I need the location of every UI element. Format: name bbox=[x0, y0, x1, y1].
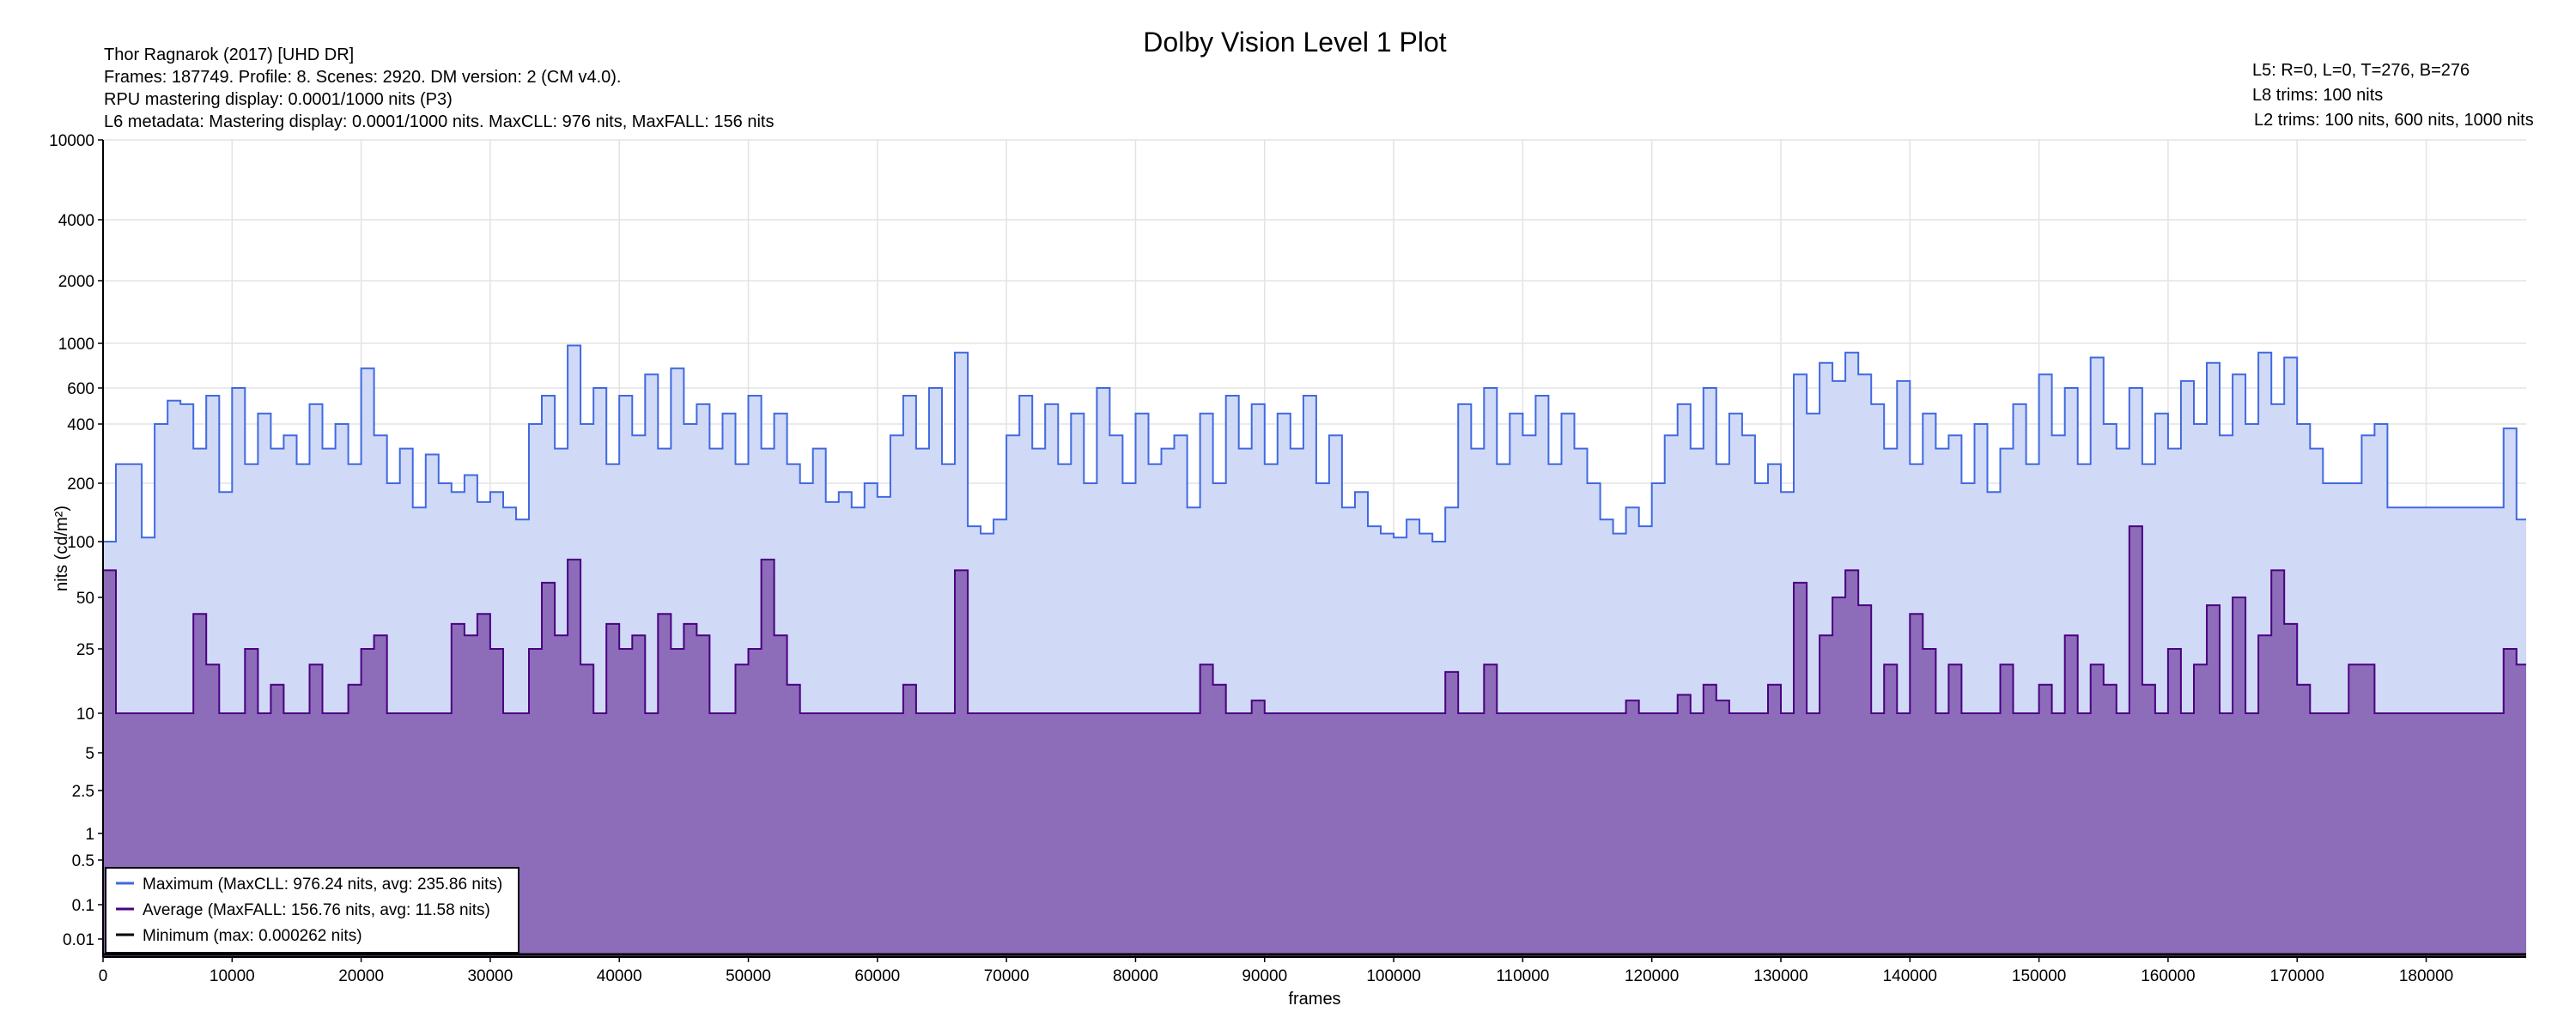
y-tick-label: 600 bbox=[67, 380, 94, 398]
max-series-line bbox=[103, 344, 2526, 542]
legend-label-avg: Average (MaxFALL: 156.76 nits, avg: 11.5… bbox=[143, 901, 490, 919]
x-tick-label: 10000 bbox=[210, 967, 255, 985]
x-tick-label: 120000 bbox=[1625, 967, 1679, 985]
legend-box bbox=[105, 867, 519, 954]
y-tick-label: 5 bbox=[85, 745, 94, 763]
x-tick-label: 60000 bbox=[854, 967, 900, 985]
x-tick-label: 40000 bbox=[597, 967, 642, 985]
series-layer bbox=[103, 344, 2526, 957]
info-right: L5: R=0, L=0, T=276, B=276 L8 trims: 100… bbox=[2252, 61, 2534, 130]
y-tick-label: 0.5 bbox=[72, 852, 94, 870]
x-tick-label: 30000 bbox=[467, 967, 513, 985]
y-tick-label: 200 bbox=[67, 476, 94, 494]
x-tick-label: 70000 bbox=[984, 967, 1030, 985]
x-tick-label: 150000 bbox=[2012, 967, 2066, 985]
info-l2-trims: L2 trims: 100 nits, 600 nits, 1000 nits bbox=[2254, 111, 2534, 130]
x-tick-label: 20000 bbox=[338, 967, 384, 985]
x-axis-label: frames bbox=[1288, 990, 1340, 1009]
x-tick-label: 90000 bbox=[1242, 967, 1287, 985]
y-axis-label: nits (cd/m²) bbox=[52, 506, 71, 591]
y-tick-label: 10 bbox=[76, 706, 94, 724]
y-tick-label: 10000 bbox=[49, 132, 94, 150]
y-tick-label: 2000 bbox=[58, 273, 94, 291]
x-tick-label: 130000 bbox=[1753, 967, 1807, 985]
avg-series-line bbox=[103, 525, 2526, 714]
x-tick-label: 50000 bbox=[726, 967, 771, 985]
y-tick-label: 0.1 bbox=[72, 897, 94, 915]
x-tick-label: 0 bbox=[99, 967, 108, 985]
y-tick-label: 2.5 bbox=[72, 783, 94, 801]
y-tick-label: 1000 bbox=[58, 336, 94, 354]
legend: Maximum (MaxCLL: 976.24 nits, avg: 235.8… bbox=[105, 867, 519, 954]
info-movie-title: Thor Ragnarok (2017) [UHD DR] bbox=[104, 45, 354, 64]
info-frames: Frames: 187749. Profile: 8. Scenes: 2920… bbox=[104, 68, 621, 87]
y-tick-label: 50 bbox=[76, 590, 94, 608]
axes: 1000040002000100060040020010050251052.51… bbox=[49, 132, 2526, 985]
x-tick-label: 110000 bbox=[1496, 967, 1549, 985]
legend-label-max: Maximum (MaxCLL: 976.24 nits, avg: 235.8… bbox=[143, 876, 502, 894]
info-l6-metadata: L6 metadata: Mastering display: 0.0001/1… bbox=[104, 112, 774, 131]
avg-series-area bbox=[103, 526, 2526, 957]
info-left: Thor Ragnarok (2017) [UHD DR] Frames: 18… bbox=[104, 45, 774, 131]
y-tick-label: 0.01 bbox=[63, 931, 94, 949]
info-rpu-mastering: RPU mastering display: 0.0001/1000 nits … bbox=[104, 90, 453, 109]
y-tick-label: 400 bbox=[67, 416, 94, 434]
chart-title: Dolby Vision Level 1 Plot bbox=[1143, 27, 1447, 58]
x-tick-label: 160000 bbox=[2141, 967, 2195, 985]
y-tick-label: 25 bbox=[76, 641, 94, 659]
x-tick-label: 100000 bbox=[1366, 967, 1420, 985]
legend-label-min: Minimum (max: 0.000262 nits) bbox=[143, 927, 362, 945]
x-tick-label: 180000 bbox=[2399, 967, 2453, 985]
x-tick-label: 80000 bbox=[1113, 967, 1158, 985]
y-tick-label: 4000 bbox=[58, 212, 94, 230]
x-tick-label: 140000 bbox=[1883, 967, 1937, 985]
y-tick-label: 100 bbox=[67, 534, 94, 552]
x-tick-label: 170000 bbox=[2270, 967, 2324, 985]
info-l5: L5: R=0, L=0, T=276, B=276 bbox=[2252, 61, 2470, 80]
info-l8-trims: L8 trims: 100 nits bbox=[2252, 86, 2383, 105]
y-tick-label: 1 bbox=[85, 826, 94, 844]
